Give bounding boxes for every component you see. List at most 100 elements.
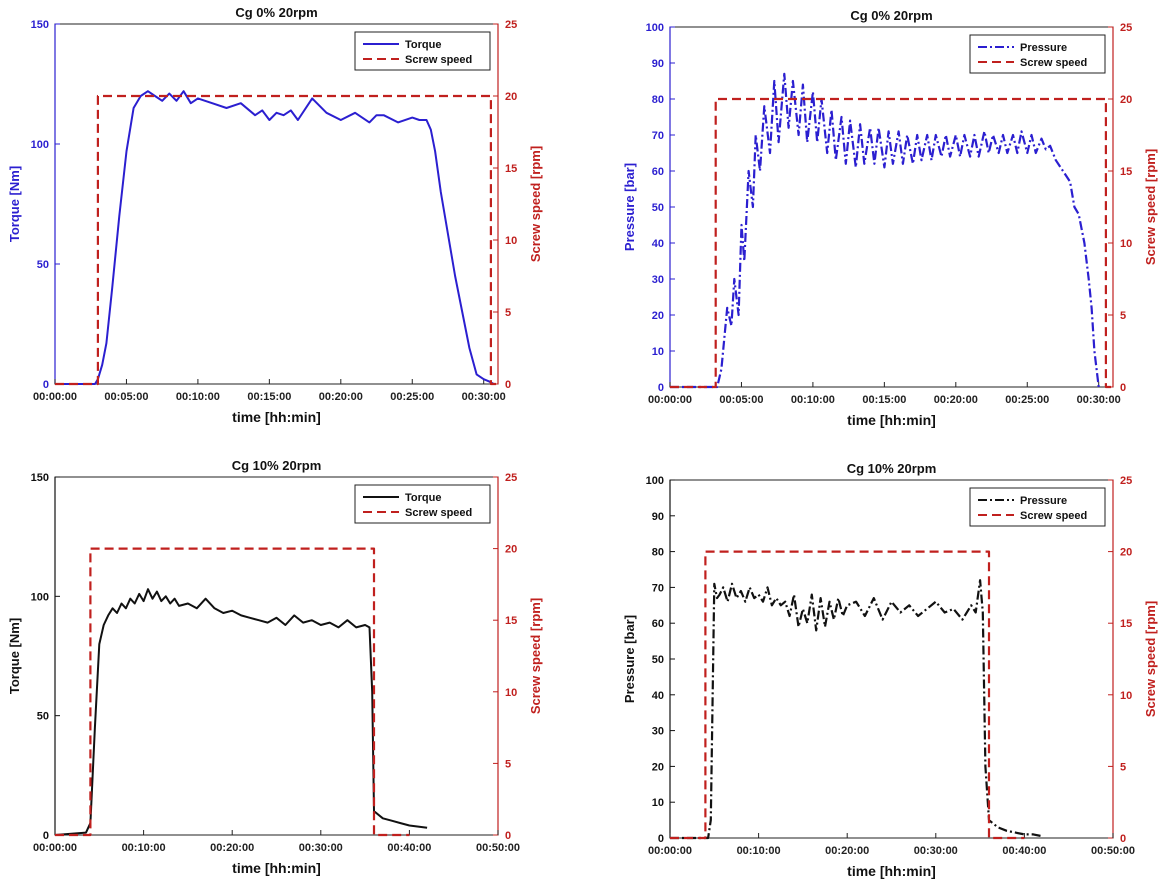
- x-axis-label: time [hh:min]: [232, 860, 321, 876]
- chart-panel-3: Cg 10% 20rpm 0 50 100 150 0 5 10 15 20 25 00:00:00 0…: [7, 458, 543, 876]
- y-axis-label: Pressure [bar]: [622, 615, 637, 703]
- x-tick-label: 00:00:00: [648, 845, 692, 857]
- x-tick-label: 00:40:00: [1002, 845, 1046, 857]
- x-tick-label: 00:10:00: [176, 391, 220, 403]
- y2-tick-label: 25: [505, 472, 517, 484]
- x-axis-label: time [hh:min]: [847, 863, 936, 879]
- plot-area: [669, 479, 1114, 839]
- x-tick-label: 00:05:00: [104, 391, 148, 403]
- plot-area: [54, 476, 499, 836]
- y2-axis-label: Screw speed [rpm]: [1143, 601, 1158, 717]
- legend-box: [354, 31, 491, 71]
- legend-label: Screw speed: [405, 507, 472, 519]
- x-tick-label: 00:20:00: [210, 842, 254, 854]
- y-tick-label: 90: [652, 511, 664, 523]
- y2-tick-label: 15: [505, 615, 517, 627]
- legend-label: Pressure: [1020, 495, 1067, 507]
- x-tick-label: 00:25:00: [1005, 394, 1049, 406]
- x-tick-label: 00:00:00: [33, 842, 77, 854]
- chart-panel-1: Cg 0% 20rpm 0 50 100 150 0 5 10 15 20 25 00:00:00 00…: [7, 5, 543, 425]
- x-tick-label: 00:40:00: [387, 842, 431, 854]
- y2-tick-label: 0: [505, 379, 511, 391]
- x-tick-label: 00:20:00: [825, 845, 869, 857]
- y-tick-label: 0: [658, 382, 664, 394]
- series-line-torque: [54, 588, 428, 836]
- y2-tick-label: 5: [505, 758, 511, 770]
- y-tick-label: 150: [31, 19, 49, 31]
- legend-label: Pressure: [1020, 42, 1067, 54]
- x-tick-label: 00:15:00: [247, 391, 291, 403]
- y2-tick-label: 10: [505, 235, 517, 247]
- legend: Torque Screw speed: [354, 484, 491, 524]
- y2-axis-label: Screw speed [rpm]: [528, 146, 543, 262]
- y2-tick-label: 15: [1120, 166, 1132, 178]
- legend-box: [354, 484, 491, 524]
- y2-tick-label: 0: [1120, 382, 1126, 394]
- y2-tick-label: 15: [505, 163, 517, 175]
- x-tick-label: 00:30:00: [299, 842, 343, 854]
- y2-tick-label: 0: [1120, 833, 1126, 845]
- y2-tick-label: 20: [1120, 547, 1132, 559]
- series-line-pressure: [670, 72, 1100, 389]
- y-tick-label: 60: [652, 166, 664, 178]
- chart-title: Cg 10% 20rpm: [847, 461, 937, 476]
- legend-box: [969, 34, 1106, 74]
- x-tick-label: 00:50:00: [1091, 845, 1135, 857]
- series-line-screw-speed: [670, 550, 1025, 840]
- plot-area: [54, 23, 499, 385]
- y-tick-label: 30: [652, 726, 664, 738]
- series-line-screw-speed: [55, 547, 410, 837]
- y-axis-label: Torque [Nm]: [7, 166, 22, 242]
- x-tick-label: 00:00:00: [33, 391, 77, 403]
- chart-panel-2: Cg 0% 20rpm 0 10 20 30 40 50 60 70 80 90 100 0 5 10 15 2…: [622, 8, 1158, 428]
- series-line-pressure: [670, 579, 1043, 840]
- y2-tick-label: 5: [505, 307, 511, 319]
- y-tick-label: 40: [652, 690, 664, 702]
- y-tick-label: 70: [652, 582, 664, 594]
- chart-panel-4: Cg 10% 20rpm 0 10 20 30 40 50 60 70 80 90 100 0 5 10 15…: [622, 461, 1158, 879]
- x-tick-label: 00:20:00: [319, 391, 363, 403]
- y-tick-label: 70: [652, 130, 664, 142]
- legend: Pressure Screw speed: [969, 487, 1106, 527]
- y-tick-label: 10: [652, 346, 664, 358]
- y2-tick-label: 25: [1120, 475, 1132, 487]
- y2-tick-label: 10: [1120, 238, 1132, 250]
- x-tick-label: 00:30:00: [914, 845, 958, 857]
- x-tick-label: 00:10:00: [791, 394, 835, 406]
- chart-title: Cg 10% 20rpm: [232, 458, 322, 473]
- y-tick-label: 30: [652, 274, 664, 286]
- x-tick-label: 00:20:00: [934, 394, 978, 406]
- y2-tick-label: 20: [1120, 94, 1132, 106]
- x-tick-label: 00:10:00: [122, 842, 166, 854]
- legend-label: Screw speed: [1020, 510, 1087, 522]
- x-tick-label: 00:05:00: [719, 394, 763, 406]
- y2-tick-label: 15: [1120, 618, 1132, 630]
- y2-tick-label: 10: [505, 687, 517, 699]
- x-tick-label: 00:50:00: [476, 842, 520, 854]
- y2-tick-label: 10: [1120, 690, 1132, 702]
- y-tick-label: 20: [652, 310, 664, 322]
- y2-tick-label: 20: [505, 544, 517, 556]
- x-tick-label: 00:10:00: [737, 845, 781, 857]
- y-tick-label: 20: [652, 761, 664, 773]
- y-axis-label: Pressure [bar]: [622, 163, 637, 251]
- legend-label: Screw speed: [405, 54, 472, 66]
- legend-label: Screw speed: [1020, 57, 1087, 69]
- y-axis-label: Torque [Nm]: [7, 618, 22, 694]
- y-tick-label: 40: [652, 238, 664, 250]
- y2-tick-label: 5: [1120, 310, 1126, 322]
- series-line-screw-speed: [55, 94, 498, 386]
- y2-tick-label: 20: [505, 91, 517, 103]
- x-tick-label: 00:00:00: [648, 394, 692, 406]
- y2-axis-label: Screw speed [rpm]: [1143, 149, 1158, 265]
- x-axis-label: time [hh:min]: [847, 412, 936, 428]
- y2-tick-label: 0: [505, 830, 511, 842]
- series-line-torque: [55, 90, 495, 385]
- y-tick-label: 0: [43, 379, 49, 391]
- x-tick-label: 00:30:00: [1077, 394, 1121, 406]
- y-tick-label: 50: [37, 711, 49, 723]
- legend-label: Torque: [405, 492, 441, 504]
- y-tick-label: 150: [31, 472, 49, 484]
- y2-tick-label: 25: [505, 19, 517, 31]
- series-line-screw-speed: [670, 97, 1113, 389]
